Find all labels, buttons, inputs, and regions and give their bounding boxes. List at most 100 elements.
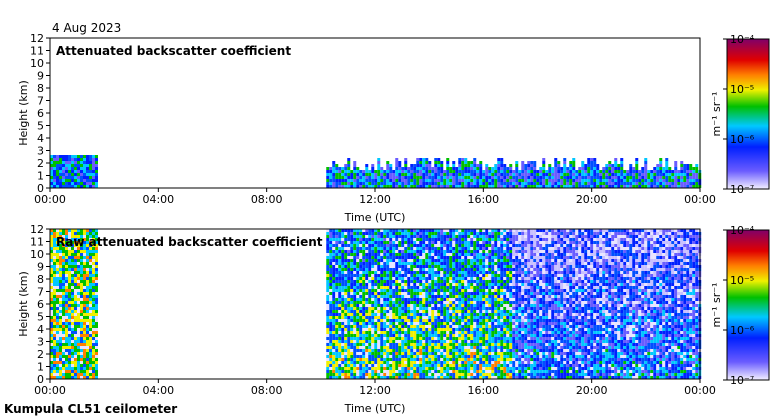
heat-cell	[377, 256, 381, 259]
heat-cell	[329, 292, 333, 295]
heat-cell	[431, 307, 435, 310]
heat-cell	[344, 376, 348, 379]
heat-cell	[506, 182, 510, 185]
heat-cell	[473, 352, 477, 355]
heat-cell	[419, 301, 423, 304]
heat-cell	[350, 343, 354, 346]
heat-cell	[464, 232, 468, 235]
heat-cell	[326, 328, 330, 331]
heat-cell	[56, 352, 59, 355]
heat-cell	[473, 370, 477, 373]
heat-cell	[392, 176, 396, 179]
heat-cell	[92, 361, 95, 364]
heat-cell	[614, 164, 618, 167]
heat-cell	[56, 358, 59, 361]
heat-cell	[560, 176, 564, 179]
heat-cell	[485, 313, 489, 316]
heat-cell	[53, 182, 56, 185]
heat-cell	[329, 319, 333, 322]
heat-cell	[410, 298, 414, 301]
heat-cell	[416, 265, 420, 268]
heat-cell	[437, 265, 441, 268]
heat-cell	[347, 262, 351, 265]
heat-cell	[446, 256, 450, 259]
heat-cell	[350, 274, 354, 277]
heat-cell	[395, 337, 399, 340]
heat-cell	[458, 170, 462, 173]
heat-cell	[476, 343, 480, 346]
heat-cell	[455, 253, 459, 256]
heat-cell	[86, 304, 89, 307]
heat-cell	[65, 161, 68, 164]
heat-cell	[425, 161, 429, 164]
heat-cell	[464, 170, 468, 173]
heat-cell	[71, 343, 74, 346]
heat-cell	[77, 274, 80, 277]
heat-cell	[446, 274, 450, 277]
heat-cell	[431, 235, 435, 238]
heat-cell	[344, 229, 348, 232]
heat-cell	[347, 161, 351, 164]
heat-cell	[458, 256, 462, 259]
heat-cell	[356, 361, 360, 364]
heat-cell	[380, 376, 384, 379]
heat-cell	[407, 319, 411, 322]
heat-cell	[461, 238, 465, 241]
heat-cell	[446, 289, 450, 292]
heat-cell	[665, 182, 669, 185]
heat-cell	[92, 229, 95, 232]
heat-cell	[491, 307, 495, 310]
heat-cell	[539, 182, 543, 185]
heat-cell	[653, 185, 657, 188]
heat-cell	[398, 179, 402, 182]
heat-cell	[677, 173, 681, 176]
heat-cell	[491, 316, 495, 319]
heat-cell	[428, 340, 432, 343]
heat-cell	[410, 182, 414, 185]
heat-cell	[458, 280, 462, 283]
heat-cell	[500, 179, 504, 182]
heat-cell	[458, 283, 462, 286]
heat-cell	[425, 283, 429, 286]
heat-cell	[419, 340, 423, 343]
heat-cell	[434, 358, 438, 361]
heat-cell	[56, 355, 59, 358]
heat-cell	[365, 259, 369, 262]
heat-cell	[461, 304, 465, 307]
heat-cell	[419, 173, 423, 176]
heat-cell	[62, 179, 65, 182]
heat-cell	[413, 238, 417, 241]
heat-cell	[500, 280, 504, 283]
heat-cell	[353, 259, 357, 262]
heat-cell	[350, 328, 354, 331]
heat-cell	[344, 235, 348, 238]
heat-cell	[353, 161, 357, 164]
heat-cell	[398, 301, 402, 304]
heat-cell	[644, 164, 648, 167]
heat-cell	[455, 361, 459, 364]
heat-cell	[398, 274, 402, 277]
heat-cell	[494, 355, 498, 358]
heat-cell	[392, 259, 396, 262]
heat-cell	[467, 238, 471, 241]
heat-cell	[380, 170, 384, 173]
heat-cell	[455, 182, 459, 185]
heat-cell	[59, 158, 62, 161]
heat-cell	[386, 244, 390, 247]
heat-cell	[572, 170, 576, 173]
heat-cell	[50, 373, 53, 376]
heat-cell	[392, 313, 396, 316]
heat-cell	[350, 376, 354, 379]
heat-cell	[467, 259, 471, 262]
heat-cell	[479, 271, 483, 274]
heat-cell	[464, 247, 468, 250]
heat-cell	[557, 161, 561, 164]
heat-cell	[428, 247, 432, 250]
heat-cell	[611, 170, 615, 173]
heat-cell	[356, 346, 360, 349]
heat-cell	[404, 182, 408, 185]
heat-cell	[380, 256, 384, 259]
heat-cell	[494, 310, 498, 313]
heat-cell	[68, 277, 71, 280]
heat-cell	[95, 370, 98, 373]
